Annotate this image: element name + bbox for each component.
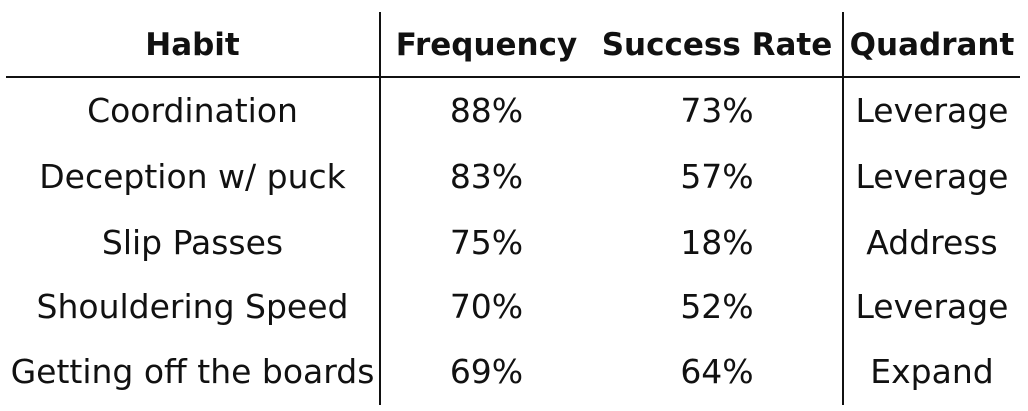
header-habit: Habit bbox=[145, 27, 240, 63]
header-frequency: Frequency bbox=[395, 27, 578, 63]
header-success-rate: Success Rate bbox=[601, 27, 833, 63]
table-cell-habit: Coordination bbox=[87, 91, 298, 130]
table-cell-quadrant: Leverage bbox=[855, 287, 1009, 326]
table-cell-quadrant: Expand bbox=[870, 352, 994, 391]
table-cell-habit: Deception w/ puck bbox=[39, 157, 346, 196]
table-cell-quadrant: Address bbox=[866, 223, 998, 262]
table-cell-frequency: 83% bbox=[449, 157, 524, 196]
table-cell-quadrant: Leverage bbox=[855, 91, 1009, 130]
header-quadrant: Quadrant bbox=[849, 27, 1015, 63]
table-cell-quadrant: Leverage bbox=[855, 157, 1009, 196]
table-cell-success-rate: 73% bbox=[680, 91, 754, 130]
table-cell-habit: Shouldering Speed bbox=[36, 287, 349, 326]
table-cell-success-rate: 64% bbox=[680, 352, 754, 391]
table-cell-frequency: 75% bbox=[449, 223, 524, 262]
column-divider bbox=[379, 12, 381, 405]
table-cell-success-rate: 57% bbox=[680, 157, 754, 196]
table-cell-frequency: 69% bbox=[449, 352, 524, 391]
table-cell-habit: Slip Passes bbox=[101, 223, 284, 262]
habits-table: Habit Frequency Success Rate Quadrant Co… bbox=[6, 0, 1020, 411]
table-cell-habit: Getting off the boards bbox=[10, 352, 375, 391]
column-divider bbox=[842, 12, 844, 405]
header-divider bbox=[6, 76, 1020, 78]
table-cell-frequency: 70% bbox=[449, 287, 524, 326]
table-cell-success-rate: 18% bbox=[680, 223, 754, 262]
table-cell-success-rate: 52% bbox=[680, 287, 754, 326]
table-cell-frequency: 88% bbox=[449, 91, 524, 130]
